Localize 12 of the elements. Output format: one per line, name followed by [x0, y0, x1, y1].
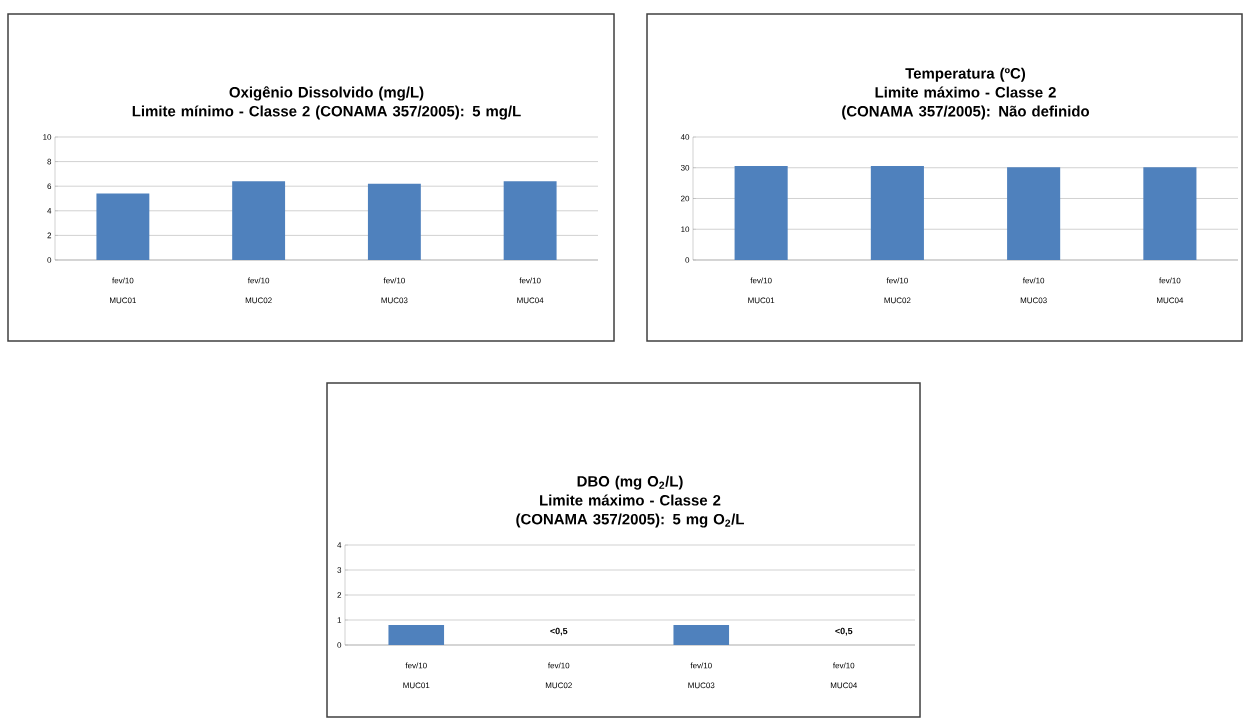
chart-title: Temperatura (ºC) [905, 67, 1026, 82]
chart-subtitle: Limite máximo - Classe 2 (CONAMA 357/2005): 5 mg O$_{2}$/L [516, 494, 744, 528]
bar [96, 193, 150, 260]
text: <0,5 [550, 627, 568, 636]
chart-title: DBO (mg O$_{2}$/L) [577, 475, 683, 490]
bar [232, 181, 286, 260]
chart-subtitle: Limite mínimo - Classe 2 (CONAMA 357/2005): 5 mg/L [132, 105, 521, 120]
chart-subtitle: Limite máximo - Classe 2 (CONAMA 357/2005): Não definido [842, 86, 1090, 120]
chart-title: Oxigênio Dissolvido (mg/L) [229, 86, 424, 101]
bar [503, 181, 557, 260]
bar [367, 183, 421, 260]
text: <0,5 [835, 627, 853, 636]
